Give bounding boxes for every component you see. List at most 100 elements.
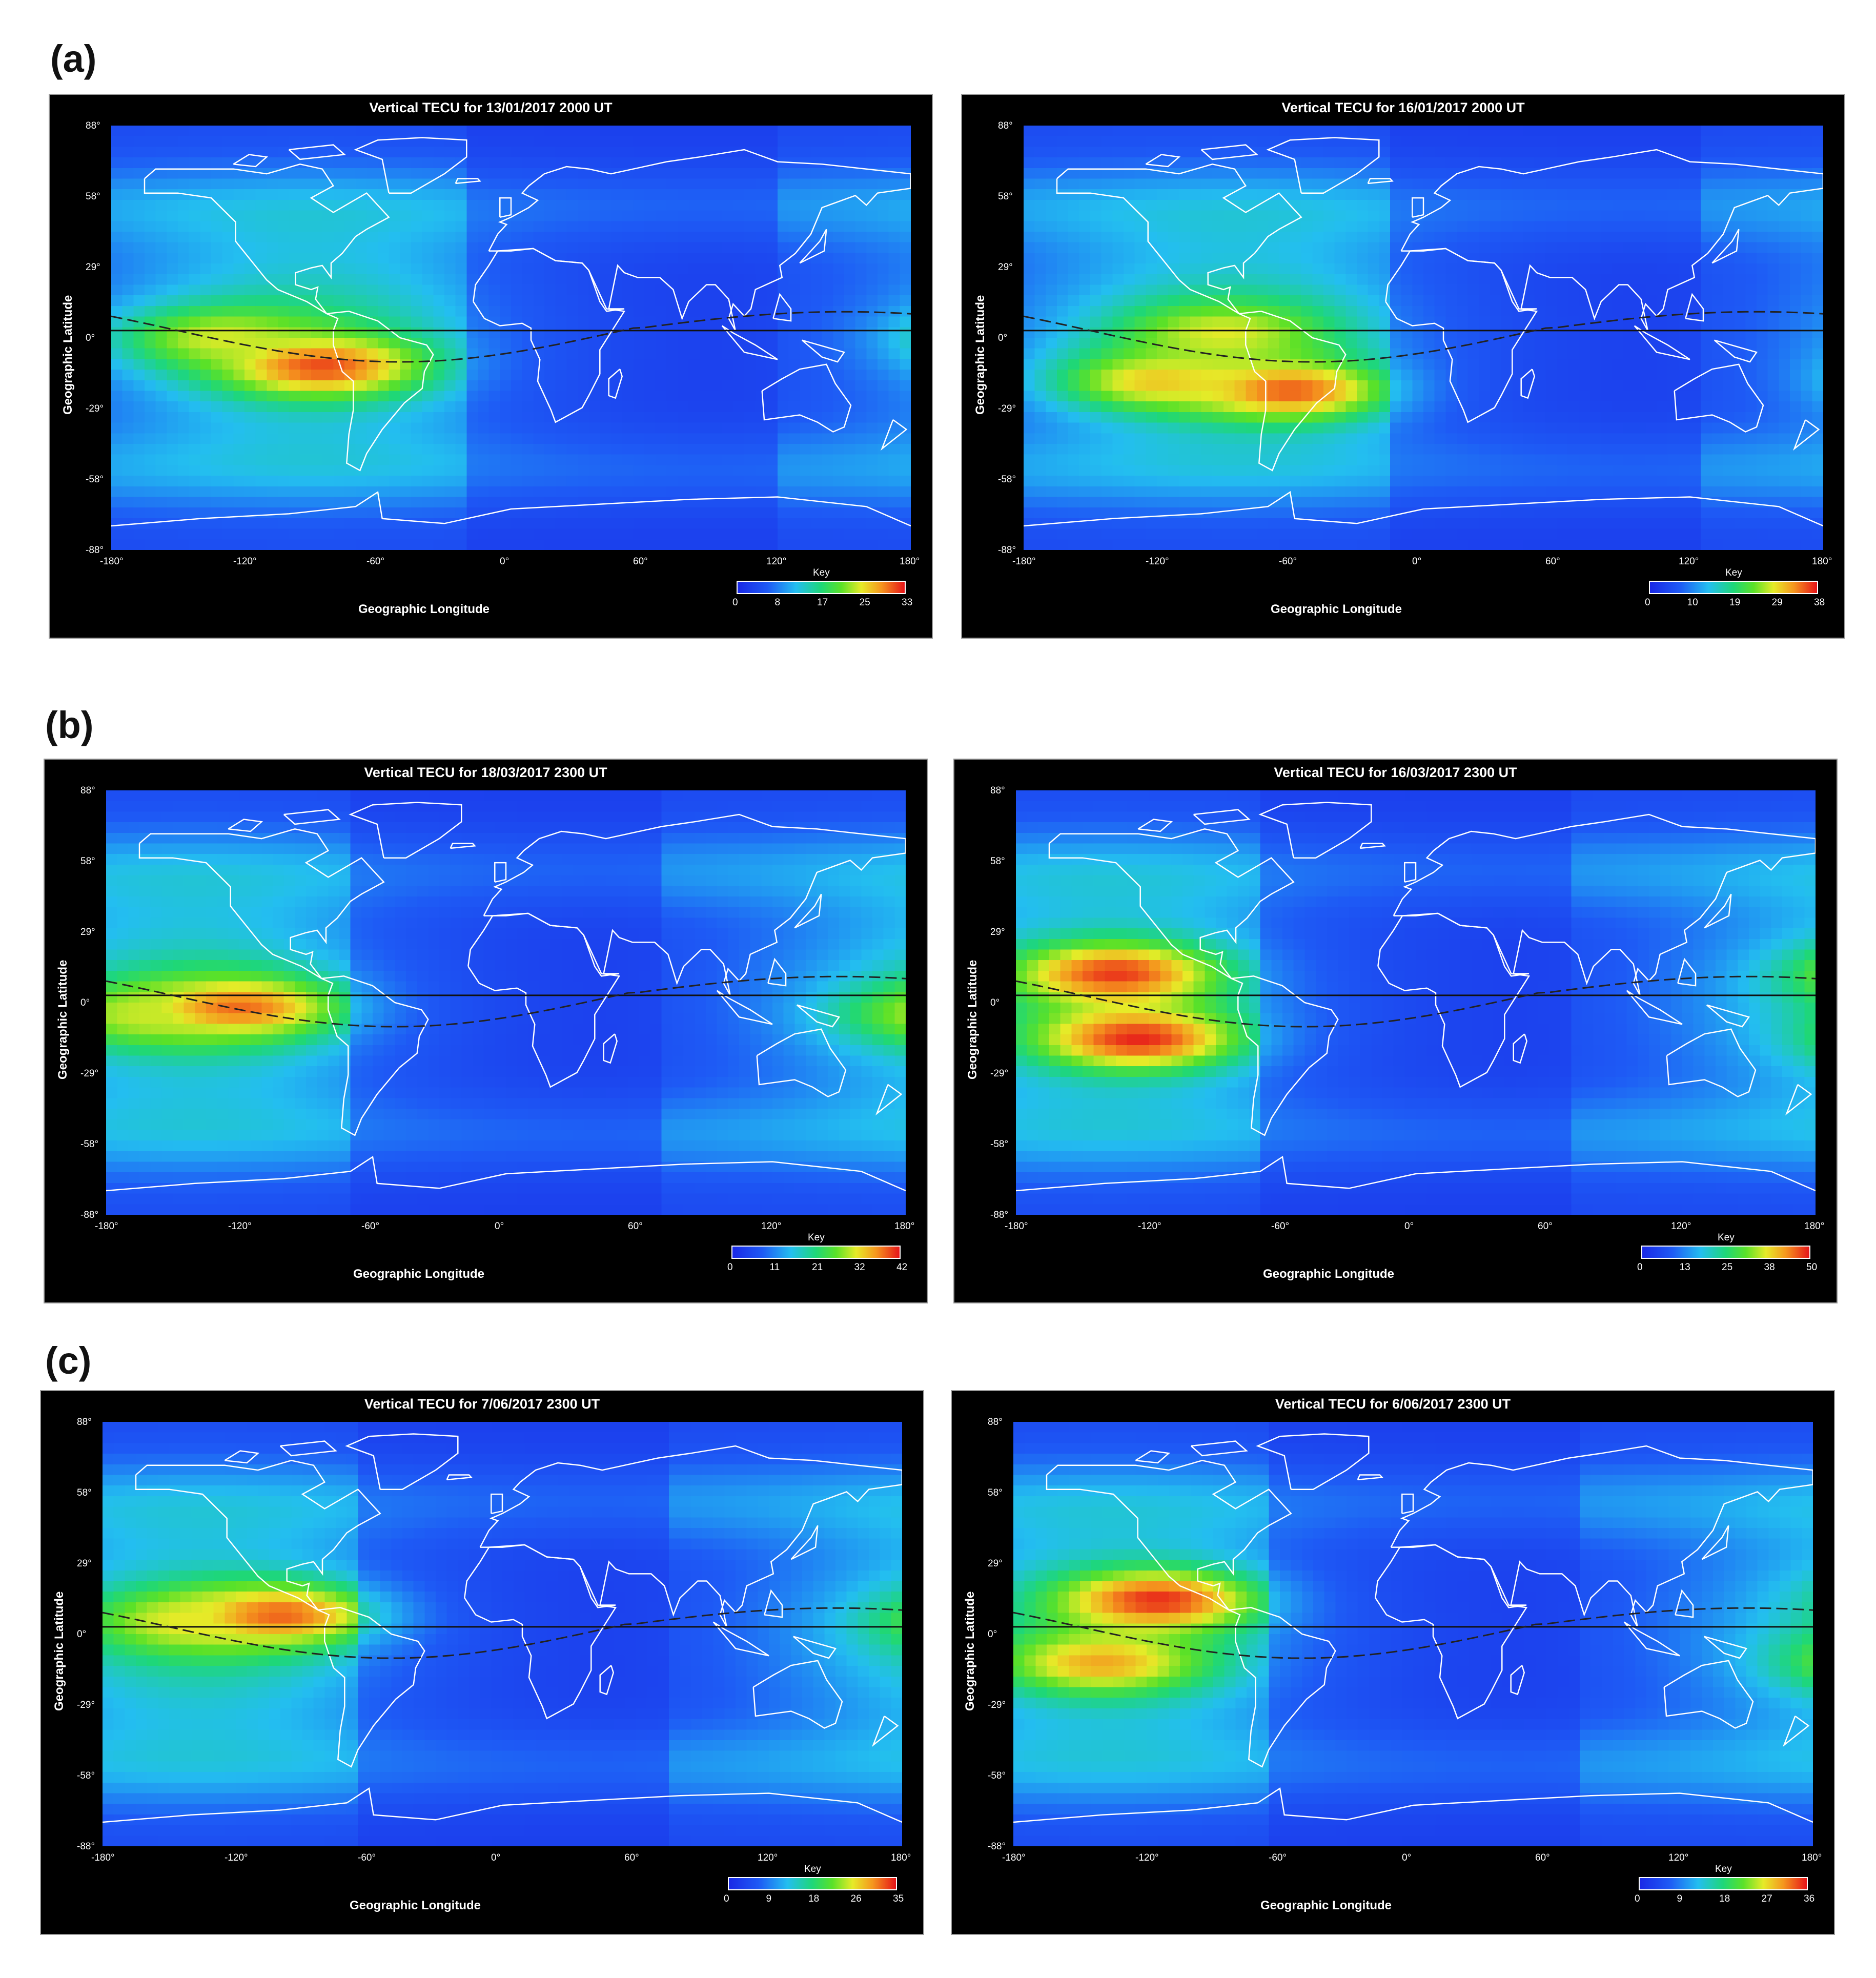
y-tick-label: 29° (80, 927, 95, 937)
y-tick-label: 0° (988, 1629, 997, 1640)
coastline (1704, 893, 1732, 929)
magnetic-equator-line (1024, 311, 1823, 363)
y-tick-label: -29° (990, 1068, 1009, 1079)
coastline (1266, 137, 1380, 194)
coastline (796, 1004, 841, 1028)
coastline (228, 819, 263, 832)
coastline (488, 149, 911, 331)
x-tick-label: 0° (500, 556, 509, 567)
x-tick-label: 180° (891, 1852, 911, 1863)
coastline (1048, 828, 1339, 1136)
coastline (111, 491, 911, 527)
x-axis-label: Geographic Longitude (1263, 1267, 1394, 1281)
coastline (1375, 1544, 1528, 1720)
x-tick-label: -120° (228, 1221, 252, 1232)
coastline (799, 229, 827, 264)
coastline (1685, 293, 1704, 322)
y-tick-label: -88° (77, 1841, 95, 1852)
colorbar-tick-label: 35 (893, 1893, 904, 1904)
heatmap-area (111, 126, 911, 550)
y-tick-label: 58° (77, 1487, 92, 1498)
colorbar-title: Key (808, 1232, 825, 1243)
magnetic-equator-line (1013, 1607, 1813, 1659)
coastline (1200, 144, 1258, 160)
colorbar (737, 581, 906, 594)
x-tick-label: -60° (366, 556, 385, 567)
coastline (144, 164, 434, 472)
coastline (1703, 1636, 1748, 1659)
coastline (1401, 1493, 1414, 1515)
coastline (1404, 862, 1417, 883)
x-tick-label: 120° (1679, 556, 1699, 567)
coastline (1677, 957, 1697, 987)
coastline (138, 828, 429, 1136)
x-tick-label: -60° (358, 1852, 376, 1863)
coastline (283, 809, 341, 825)
x-tick-label: 120° (766, 556, 787, 567)
coastline (1520, 369, 1536, 399)
colorbar-tick-label: 0 (727, 1262, 733, 1273)
colorbar-tick-label: 25 (859, 597, 870, 608)
coastline (1390, 1445, 1813, 1627)
colorbar-title: Key (1718, 1232, 1735, 1243)
heatmap-area (1016, 790, 1816, 1215)
y-axis-label: Geographic Latitude (966, 960, 980, 1079)
coastline (1714, 339, 1758, 363)
x-tick-label: -180° (100, 556, 124, 567)
colorbar-tick-label: 9 (766, 1893, 772, 1904)
colorbar-tick-label: 21 (812, 1262, 823, 1273)
coastline (599, 1665, 615, 1696)
y-axis-label: Geographic Latitude (973, 295, 987, 415)
colorbar-tick-label: 0 (732, 597, 738, 608)
chart-title: Vertical TECU for 16/01/2017 2000 UT (1281, 100, 1525, 115)
coastline (752, 1660, 843, 1729)
x-tick-label: -180° (95, 1221, 118, 1232)
colorbar-tick-label: 36 (1804, 1893, 1815, 1904)
coastline (106, 1156, 906, 1192)
coastline (1513, 1033, 1528, 1064)
y-tick-label: -88° (988, 1841, 1006, 1852)
coastline (1663, 1660, 1754, 1729)
colorbar-tick-label: 0 (1635, 1893, 1640, 1904)
x-tick-label: 180° (1812, 556, 1832, 567)
x-axis-label: Geographic Longitude (358, 602, 490, 616)
colorbar-tick-label: 38 (1814, 597, 1825, 608)
x-tick-label: 120° (1668, 1852, 1689, 1863)
coastline-overlay (1024, 137, 1823, 527)
colorbar-tick-label: 8 (774, 597, 781, 608)
y-tick-label: 29° (77, 1558, 92, 1569)
y-tick-label: -58° (86, 474, 104, 485)
y-tick-label: -29° (998, 403, 1016, 414)
coastline (1412, 197, 1424, 218)
x-tick-label: -60° (361, 1221, 380, 1232)
coastline (1135, 1450, 1171, 1464)
tec-heatmap (106, 790, 906, 1215)
y-tick-label: 0° (77, 1629, 87, 1640)
coastline (764, 1589, 783, 1618)
y-tick-label: 0° (990, 997, 1000, 1008)
coastline (1711, 229, 1740, 264)
colorbar-tick-label: 17 (817, 597, 828, 608)
x-tick-label: 180° (894, 1221, 915, 1232)
heatmap-area (1013, 1422, 1813, 1846)
chart-title: Vertical TECU for 13/01/2017 2000 UT (369, 100, 613, 115)
x-tick-label: 180° (900, 556, 920, 567)
x-axis-label: Geographic Longitude (1271, 602, 1402, 616)
x-tick-label: 0° (495, 1221, 504, 1232)
colorbar-tick-label: 26 (850, 1893, 862, 1904)
coastline (756, 1028, 847, 1097)
coastline (1385, 248, 1538, 423)
x-tick-label: -60° (1269, 1852, 1287, 1863)
x-axis-label: Geographic Longitude (353, 1267, 484, 1281)
y-axis-label: Geographic Latitude (52, 1591, 66, 1711)
coastline (135, 1460, 425, 1768)
colorbar-tick-label: 32 (854, 1262, 865, 1273)
coastline (1013, 1787, 1813, 1823)
x-tick-label: -180° (1005, 1221, 1028, 1232)
coastline (761, 363, 852, 433)
y-tick-label: -88° (86, 545, 104, 556)
y-tick-label: -29° (988, 1700, 1006, 1710)
y-tick-label: -29° (86, 403, 104, 414)
coastline (712, 1621, 769, 1657)
coastline (1792, 419, 1820, 451)
